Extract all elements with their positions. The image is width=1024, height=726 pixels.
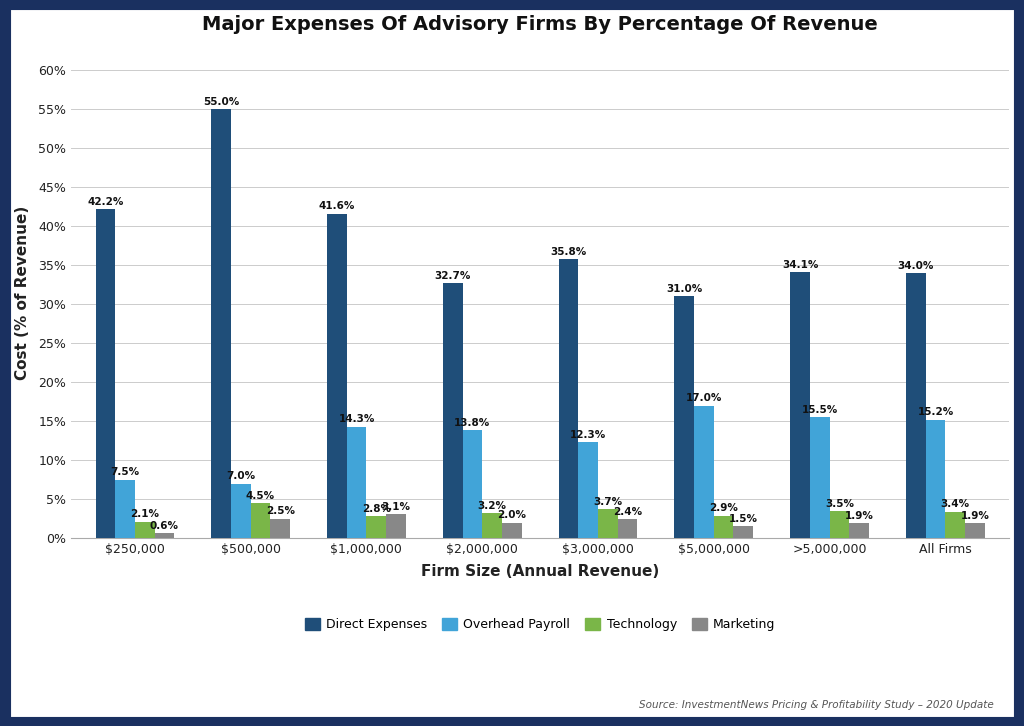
Text: 4.5%: 4.5% <box>246 491 275 501</box>
Bar <box>945 512 965 538</box>
Text: 2.1%: 2.1% <box>130 510 159 519</box>
Text: 2.5%: 2.5% <box>265 506 295 516</box>
Bar <box>906 273 926 538</box>
Text: 14.3%: 14.3% <box>338 415 375 424</box>
Text: 2.9%: 2.9% <box>710 503 738 513</box>
X-axis label: Firm Size (Annual Revenue): Firm Size (Annual Revenue) <box>421 564 659 579</box>
Text: 31.0%: 31.0% <box>667 284 702 294</box>
Text: 3.1%: 3.1% <box>382 502 411 512</box>
Bar <box>675 296 694 538</box>
Text: 17.0%: 17.0% <box>686 393 722 403</box>
Bar <box>791 272 810 538</box>
Title: Major Expenses Of Advisory Firms By Percentage Of Revenue: Major Expenses Of Advisory Firms By Perc… <box>202 15 878 34</box>
Bar <box>270 518 290 538</box>
Bar <box>714 515 733 538</box>
Text: 3.2%: 3.2% <box>477 501 507 511</box>
Text: 35.8%: 35.8% <box>550 247 587 256</box>
Bar <box>598 509 617 538</box>
Bar <box>482 513 502 538</box>
Bar <box>463 431 482 538</box>
Text: 41.6%: 41.6% <box>318 201 355 211</box>
Text: 34.1%: 34.1% <box>782 260 818 270</box>
Text: 0.6%: 0.6% <box>150 521 179 531</box>
Bar <box>579 442 598 538</box>
Text: 3.5%: 3.5% <box>825 499 854 508</box>
Text: 55.0%: 55.0% <box>203 97 240 107</box>
Text: Source: InvestmentNews Pricing & Profitability Study – 2020 Update: Source: InvestmentNews Pricing & Profita… <box>639 700 993 710</box>
Text: 1.9%: 1.9% <box>845 511 873 521</box>
Text: 2.4%: 2.4% <box>613 507 642 517</box>
Bar <box>327 213 347 538</box>
Text: 15.2%: 15.2% <box>918 407 953 417</box>
Bar <box>849 523 869 538</box>
Text: 42.2%: 42.2% <box>87 197 124 207</box>
Text: 1.5%: 1.5% <box>729 514 758 524</box>
Text: 3.7%: 3.7% <box>593 497 623 507</box>
Bar <box>965 523 985 538</box>
Bar <box>733 526 753 538</box>
Bar <box>694 406 714 538</box>
Bar <box>115 480 135 538</box>
Bar <box>135 522 155 538</box>
Text: 3.4%: 3.4% <box>941 499 970 509</box>
Bar <box>155 534 174 538</box>
Bar <box>231 484 251 538</box>
Bar <box>829 511 849 538</box>
Bar <box>347 427 367 538</box>
Bar <box>559 259 579 538</box>
Bar <box>251 503 270 538</box>
Text: 1.9%: 1.9% <box>961 511 989 521</box>
Bar <box>95 209 115 538</box>
Y-axis label: Cost (% of Revenue): Cost (% of Revenue) <box>15 205 30 380</box>
Text: 7.0%: 7.0% <box>226 471 255 481</box>
Bar <box>442 283 463 538</box>
Bar <box>810 417 829 538</box>
Text: 2.8%: 2.8% <box>361 504 391 514</box>
Bar <box>367 516 386 538</box>
Text: 2.0%: 2.0% <box>498 510 526 521</box>
Bar <box>386 514 406 538</box>
Text: 12.3%: 12.3% <box>570 430 606 440</box>
Bar <box>502 523 521 538</box>
Bar <box>211 109 231 538</box>
Text: 15.5%: 15.5% <box>802 405 838 415</box>
Text: 34.0%: 34.0% <box>898 261 934 271</box>
Text: 13.8%: 13.8% <box>455 418 490 428</box>
Bar <box>617 519 637 538</box>
Text: 7.5%: 7.5% <box>111 468 139 477</box>
Bar <box>926 420 945 538</box>
Legend: Direct Expenses, Overhead Payroll, Technology, Marketing: Direct Expenses, Overhead Payroll, Techn… <box>300 613 780 636</box>
Text: 32.7%: 32.7% <box>434 271 471 281</box>
